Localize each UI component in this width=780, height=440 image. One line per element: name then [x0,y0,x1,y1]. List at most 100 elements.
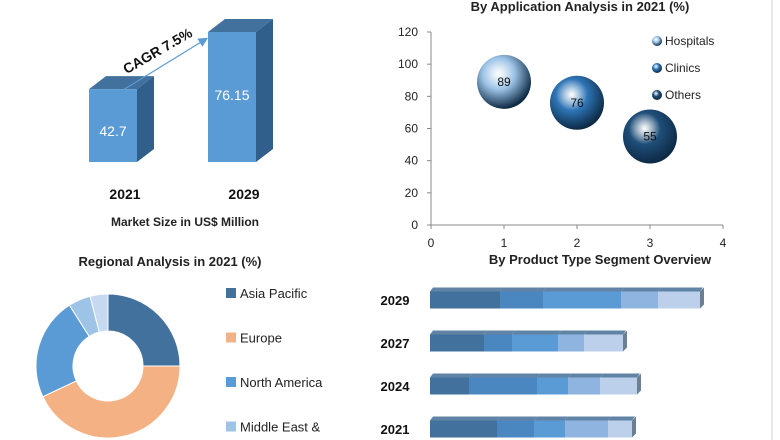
x-tick-label: 3 [647,236,654,250]
legend-swatch [226,288,236,298]
segment [500,291,543,309]
segment-top [500,287,546,292]
segment [543,291,621,309]
y-tick-label: 40 [405,154,419,168]
bar-end [623,330,627,352]
bubble-label: 76 [570,96,584,110]
segment-top [558,330,587,335]
bubble-hospitals [477,54,531,109]
bubble-clinics [550,75,604,130]
segment-top [534,416,568,421]
bar-end [700,287,704,309]
legend-label: Clinics [665,61,700,75]
y-tick-label: 100 [398,57,418,71]
segment [621,291,658,309]
segment [565,420,608,438]
market-size-xlabel: Market Size in US$ Million [111,215,259,229]
segment-top [430,373,472,378]
y-tick-label: 80 [405,89,419,103]
segment [430,377,469,395]
segment-top [608,416,635,421]
x-tick-label: 1 [501,236,508,250]
segment [558,334,584,352]
bar-category-label: 2029 [228,186,259,202]
slice-other [89,293,109,333]
bubble-others [623,109,677,164]
row-label: 2027 [381,336,410,351]
bar-data-label: 76.15 [214,87,249,103]
bar-data-label: 42.7 [99,123,126,139]
bubble-label: 55 [643,130,657,144]
segment [658,291,700,309]
bar-2021 [89,89,137,162]
regional-donut-chart: Asia Pacific Europe North America Middle Ea… [35,286,323,439]
segment [512,334,558,352]
segment-top [658,287,703,292]
segment [484,334,512,352]
segment [537,377,568,395]
product-title: By Product Type Segment Overview [489,252,712,267]
legend-marker [652,63,662,73]
y-tick-label: 120 [398,25,418,39]
bar-category-label: 2021 [109,186,140,202]
segment-top [543,287,624,292]
bar-end [637,373,641,395]
market-size-chart: 42.7 2021 76.15 2029 [89,19,273,202]
segment-top [584,330,626,335]
segment-top [430,330,487,335]
legend-swatch [226,332,236,343]
segment [469,377,537,395]
legend-marker [652,36,662,46]
bar-side [256,19,273,162]
legend-swatch [226,421,236,432]
application-bubble-chart: 0 20 40 60 80 100 120 0 1 2 3 4 89 Hospitals 76 Clinics… [398,25,727,250]
legend-swatch [226,377,236,387]
row-label: 2024 [381,379,411,394]
segment-top [430,416,500,421]
segment-top [430,287,503,292]
bar-top [89,76,154,90]
application-title: By Application Analysis in 2021 (%) [471,0,690,14]
cagr-arrow [122,37,209,91]
segment-top [568,373,603,378]
segment-top [484,330,515,335]
product-type-chart: 2029 2027 2024 2021 [381,287,704,438]
segment-top [600,373,640,378]
bar-2029 [208,32,256,162]
bubble-label: 89 [497,75,511,89]
segment [600,377,637,395]
y-tick-label: 20 [405,186,419,200]
segment [584,334,623,352]
legend-label: Middle East & [240,420,321,435]
x-tick-label: 4 [720,236,727,250]
segment-top [621,287,661,292]
y-tick-label: 0 [411,218,418,232]
legend-marker [652,90,662,100]
segment [497,420,534,438]
slice-europe [42,365,181,439]
y-tick-label: 60 [405,122,419,136]
segment-top [512,330,561,335]
segment-top [469,373,540,378]
segment [534,420,565,438]
legend-label: Others [665,88,701,102]
legend-label: Hospitals [665,34,714,48]
segment [430,334,484,352]
bar-side [137,76,154,162]
row-label: 2021 [381,422,410,437]
legend-label: North America [240,375,323,390]
segment [608,420,632,438]
segment-top [565,416,611,421]
x-tick-label: 2 [574,236,581,250]
slice-asia-pacific [107,293,181,367]
segment [568,377,600,395]
x-tick-label: 0 [428,236,435,250]
segment [430,291,500,309]
legend-label: Europe [240,331,282,346]
bar-end [632,416,636,438]
legend-label: Asia Pacific [240,286,308,301]
segment [430,420,497,438]
regional-title: Regional Analysis in 2021 (%) [78,254,261,269]
segment-top [497,416,537,421]
